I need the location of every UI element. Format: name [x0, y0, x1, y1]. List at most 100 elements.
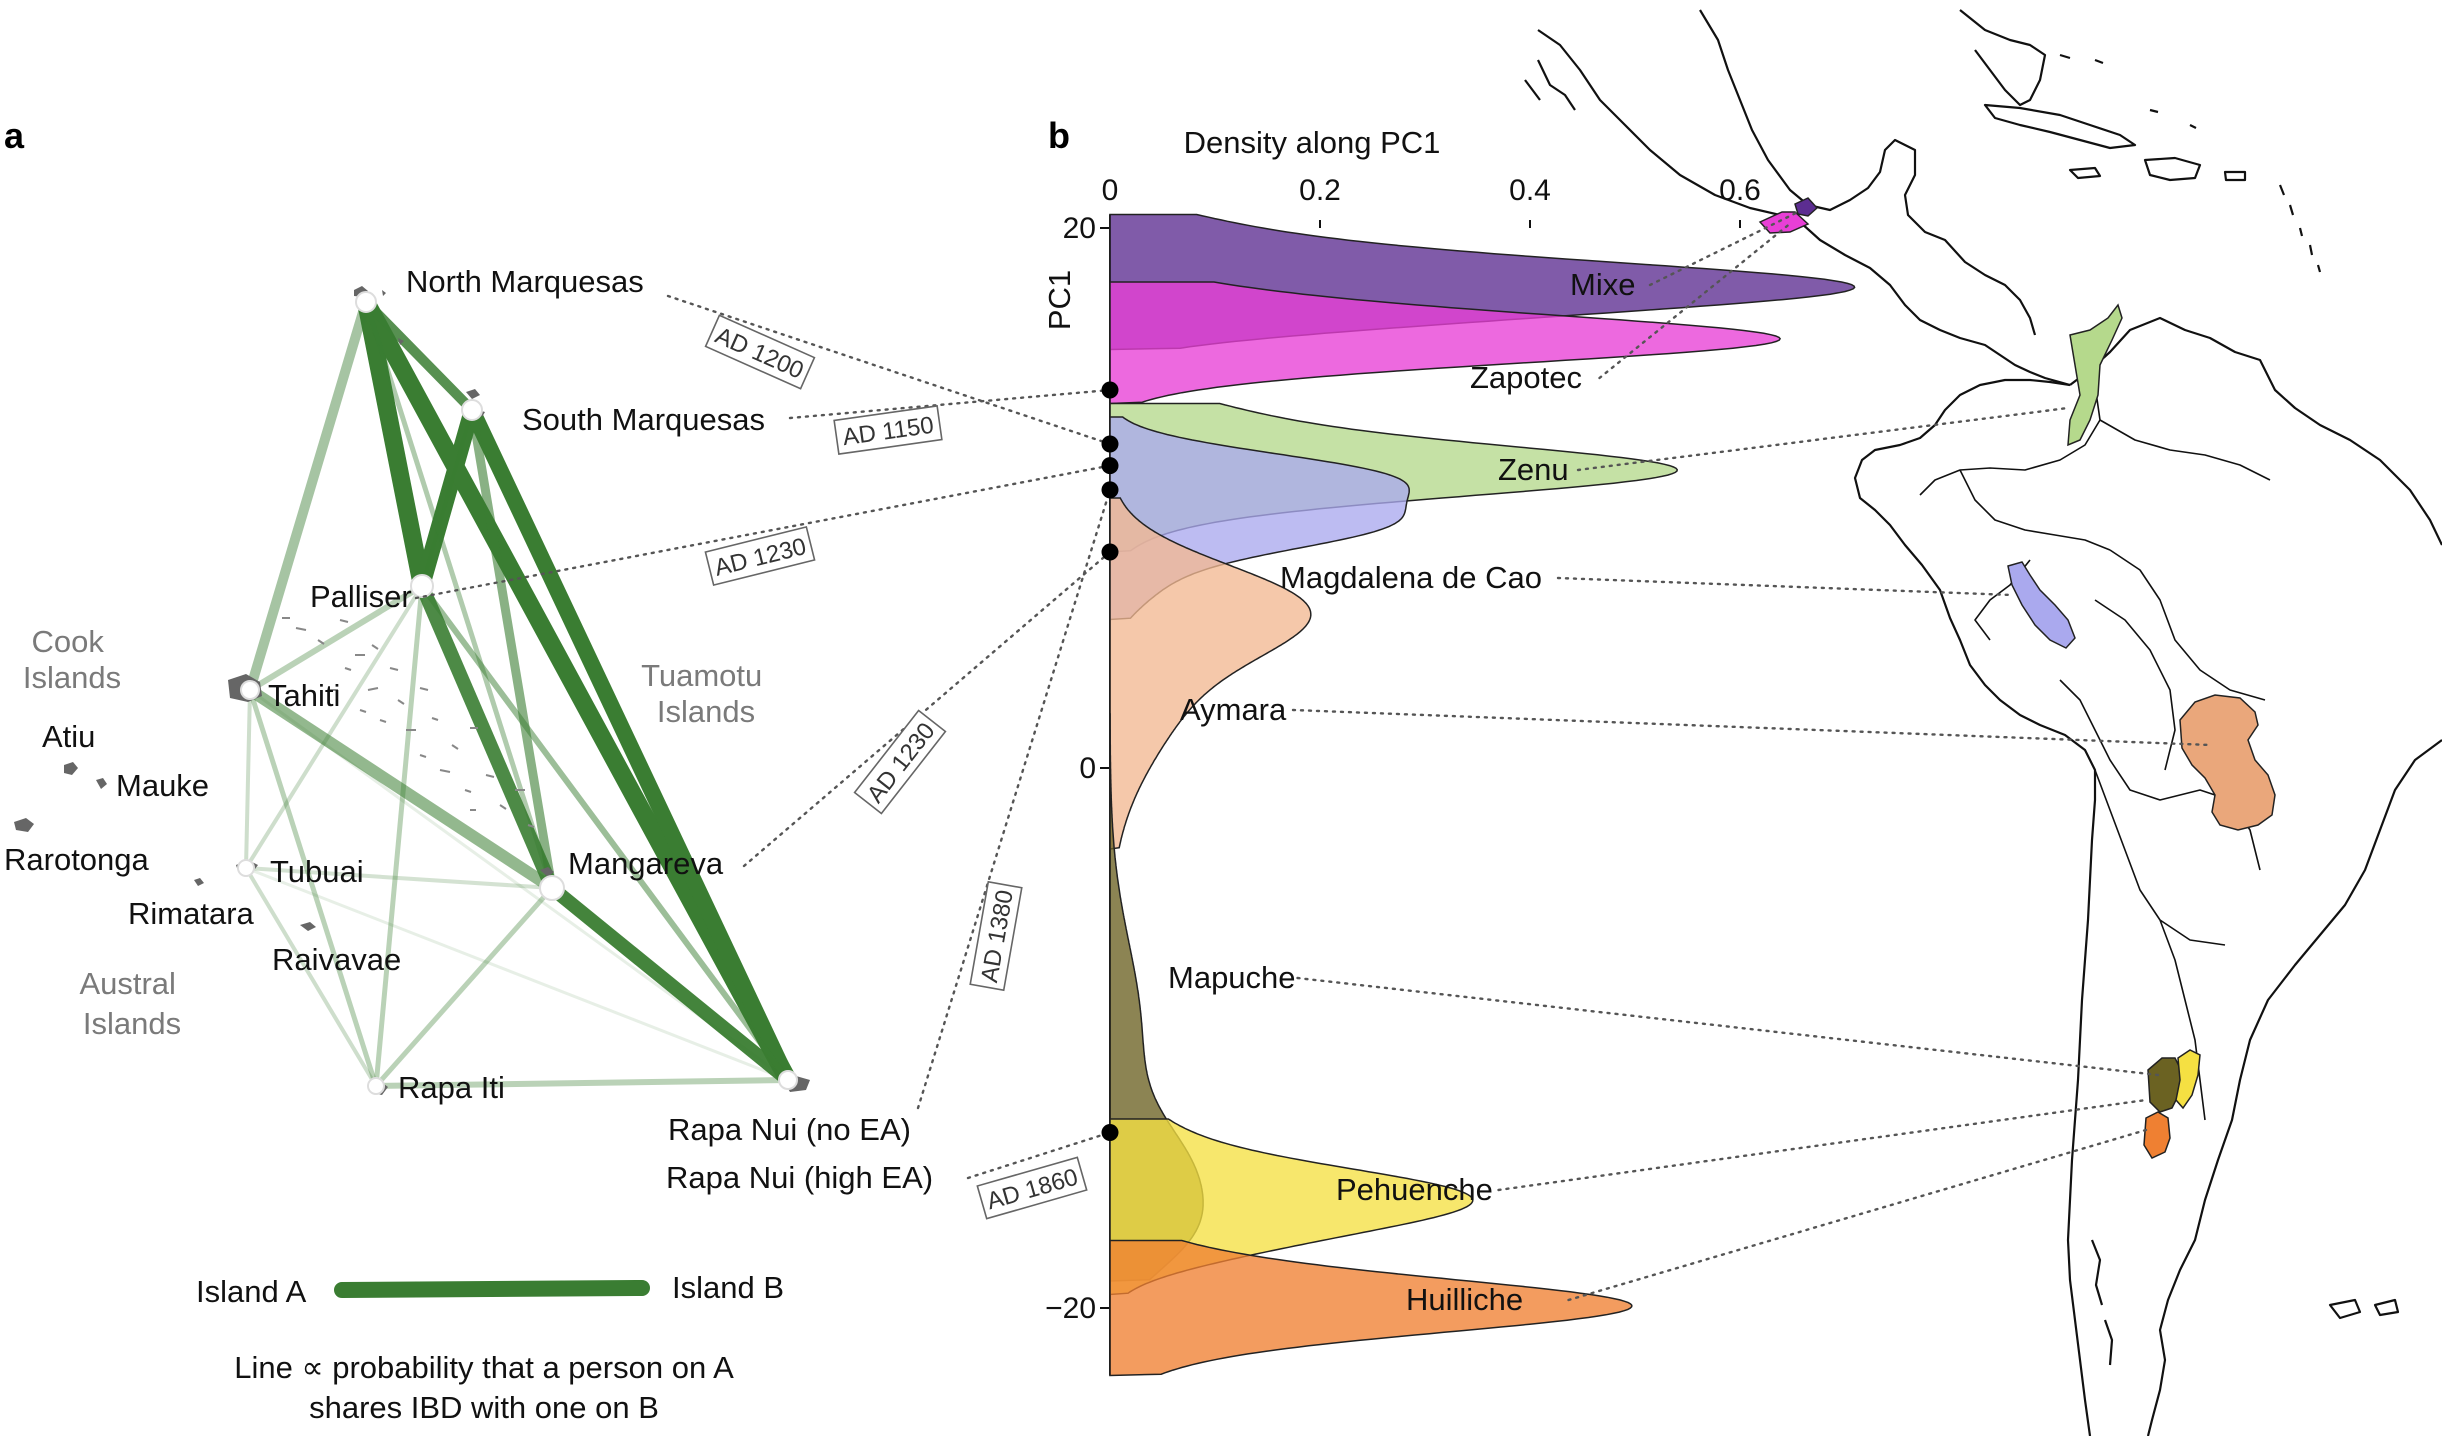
country-borders — [1919, 384, 2271, 1121]
label-rapa-nui-no-ea: Rapa Nui (no EA) — [668, 1112, 911, 1147]
label-rarotonga: Rarotonga — [4, 842, 150, 877]
connector-pehuenche — [1497, 1098, 2148, 1192]
label-huilliche: Huilliche — [1406, 1282, 1523, 1317]
gulf-coastline — [1699, 9, 2037, 336]
date-box: AD 1230 — [704, 525, 816, 587]
connector-network-4 — [916, 488, 1112, 1110]
x-tick-label: 0.2 — [1299, 174, 1341, 207]
y-tick-label: −20 — [1045, 1292, 1096, 1325]
panel-b-label: b — [1048, 115, 1070, 156]
connector-network-1 — [788, 388, 1112, 420]
date-box: AD 1150 — [833, 405, 943, 455]
region-mapuche — [2147, 1057, 2183, 1113]
ibd-edge-ri-rn — [375, 1077, 789, 1089]
y-axis-title: PC1 — [1042, 270, 1077, 330]
admixture-dot — [1101, 381, 1119, 399]
south-america-coastline — [1853, 316, 2442, 1436]
connectors-labels-to-map — [1291, 210, 2212, 1302]
ibd-edge-sm-pa — [420, 409, 474, 587]
date-box-frame — [833, 405, 943, 455]
florida-coastline — [1959, 9, 2047, 107]
region-mixe — [1794, 197, 1819, 217]
group-label-austral-islands: Austral Islands — [79, 966, 184, 1041]
label-mangareva: Mangareva — [568, 846, 724, 881]
label-tubuai: Tubuai — [270, 854, 364, 889]
legend-caption-line1: Line ∝ probability that a person on A — [234, 1350, 734, 1385]
label-mixe: Mixe — [1570, 267, 1635, 302]
node-rapa-iti — [367, 1077, 385, 1095]
hispaniola — [2143, 156, 2202, 182]
ibd-edge-pa-ma — [415, 583, 559, 891]
falklands — [2328, 1298, 2400, 1320]
ibd-edge-ta-ri — [247, 689, 379, 1087]
group-label-austral-islands-word: Islands — [83, 1006, 181, 1041]
date-box: AD 1860 — [976, 1156, 1088, 1220]
region-magdalena-de-cao — [2007, 561, 2076, 649]
admixture-dot — [1101, 543, 1119, 561]
ibd-edge-nm-pa — [357, 300, 431, 588]
legend-line-sample — [334, 1280, 650, 1298]
density-huilliche — [1109, 1239, 1633, 1377]
ibd-edge-nm-rn — [358, 297, 796, 1085]
panel-a-label: a — [4, 115, 25, 156]
date-box-frame — [704, 525, 816, 587]
group-label-cook-word: Cook — [32, 624, 105, 659]
ibd-edge-pa-rn — [419, 584, 791, 1082]
ibd-edge-sm-rn — [464, 406, 796, 1084]
label-raivavae: Raivavae — [272, 942, 401, 977]
region-huilliche — [2143, 1111, 2171, 1159]
date-box: AD 1230 — [853, 709, 947, 815]
ibd-edge-ta-rn — [249, 688, 789, 1082]
region-aymara — [2179, 694, 2276, 831]
label-rapa-nui-high-ea: Rapa Nui (high EA) — [666, 1160, 933, 1195]
legend-caption-line2: shares IBD with one on B — [309, 1390, 659, 1425]
admixture-dot — [1101, 435, 1119, 453]
y-tick-label: 0 — [1079, 752, 1096, 785]
date-box-frame — [704, 314, 816, 390]
group-label-tuamotu-islands: Tuamotu Islands — [641, 658, 771, 729]
group-label-austral-word: Austral — [79, 966, 175, 1001]
ibd-edge-nm-sm — [362, 298, 476, 414]
island-raivavae-icon — [300, 922, 316, 931]
label-zapotec: Zapotec — [1470, 360, 1582, 395]
ibd-edge-tu-rn — [245, 866, 789, 1082]
ibd-edge-ta-tu — [244, 689, 252, 869]
density-aymara — [1109, 497, 1312, 850]
node-tubuai — [237, 859, 255, 877]
ibd-edge-ma-rn — [547, 882, 793, 1086]
connector-network-3 — [742, 550, 1112, 868]
ibd-edge-ma-ri — [374, 886, 554, 1088]
ibd-edge-pa-ri — [373, 585, 425, 1087]
cuba — [1983, 103, 2137, 150]
connector-zapotec — [1598, 220, 1794, 380]
connector-network-2 — [414, 464, 1112, 600]
connectors-network-to-pc1 — [414, 294, 1112, 1180]
lesser-antilles — [2059, 53, 2322, 273]
group-label-cook-islands: Cook Islands — [23, 624, 121, 695]
y-tick-label: 20 — [1063, 212, 1096, 245]
group-label-tuamotu-word: Tuamotu — [641, 658, 762, 693]
island-atiu-icon — [64, 762, 78, 775]
connector-mixe — [1648, 210, 1800, 287]
connector-network-5 — [966, 1131, 1112, 1180]
density-zapotec — [1109, 281, 1782, 405]
date-box-frame — [976, 1156, 1088, 1220]
puerto-rico — [2223, 170, 2247, 182]
label-mapuche: Mapuche — [1168, 960, 1296, 995]
label-palliser: Palliser — [310, 579, 412, 614]
label-tahiti: Tahiti — [268, 678, 340, 713]
island-rarotonga-icon — [14, 818, 34, 832]
baja-coastline — [1524, 59, 1576, 111]
label-mauke: Mauke — [116, 768, 209, 803]
tuamotu-atolls-icon — [282, 617, 535, 828]
label-magdalena-de-cao: Magdalena de Cao — [1280, 560, 1542, 595]
region-pehuenche — [2175, 1049, 2201, 1110]
connector-magdalena-de-cao — [1556, 576, 2014, 597]
island-mauke-icon — [96, 778, 107, 789]
label-rimatara: Rimatara — [128, 896, 255, 931]
americas-map — [1524, 9, 2442, 1436]
ibd-edge-ta-ma — [246, 684, 556, 894]
label-rapa-iti: Rapa Iti — [398, 1070, 505, 1105]
ibd-edge-sm-ma — [467, 409, 557, 889]
label-atiu: Atiu — [42, 719, 95, 754]
